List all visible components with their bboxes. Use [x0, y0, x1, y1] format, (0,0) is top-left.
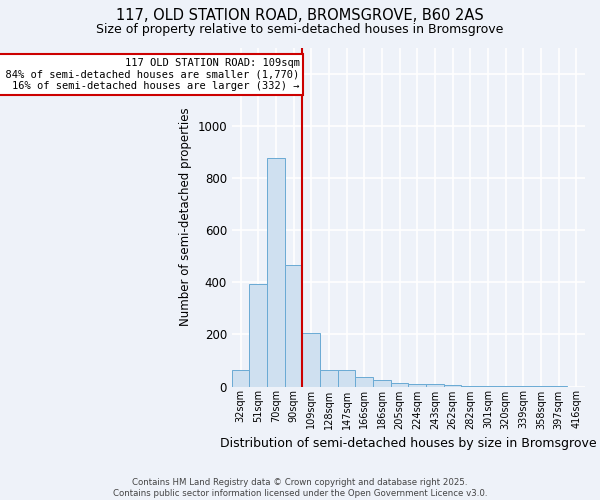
Bar: [443, 385, 461, 386]
Bar: [267, 158, 285, 386]
Text: 117 OLD STATION ROAD: 109sqm
← 84% of semi-detached houses are smaller (1,770)
1: 117 OLD STATION ROAD: 109sqm ← 84% of se…: [0, 58, 300, 91]
Text: 117, OLD STATION ROAD, BROMSGROVE, B60 2AS: 117, OLD STATION ROAD, BROMSGROVE, B60 2…: [116, 8, 484, 22]
Y-axis label: Number of semi-detached properties: Number of semi-detached properties: [179, 108, 191, 326]
Bar: [355, 378, 373, 386]
Bar: [250, 284, 267, 387]
Bar: [232, 370, 250, 386]
Bar: [426, 384, 443, 386]
Text: Size of property relative to semi-detached houses in Bromsgrove: Size of property relative to semi-detach…: [97, 22, 503, 36]
X-axis label: Distribution of semi-detached houses by size in Bromsgrove: Distribution of semi-detached houses by …: [220, 437, 596, 450]
Bar: [302, 333, 320, 386]
Text: Contains HM Land Registry data © Crown copyright and database right 2025.
Contai: Contains HM Land Registry data © Crown c…: [113, 478, 487, 498]
Bar: [391, 382, 409, 386]
Bar: [373, 380, 391, 386]
Bar: [338, 370, 355, 386]
Bar: [409, 384, 426, 386]
Bar: [285, 266, 302, 386]
Bar: [320, 370, 338, 386]
